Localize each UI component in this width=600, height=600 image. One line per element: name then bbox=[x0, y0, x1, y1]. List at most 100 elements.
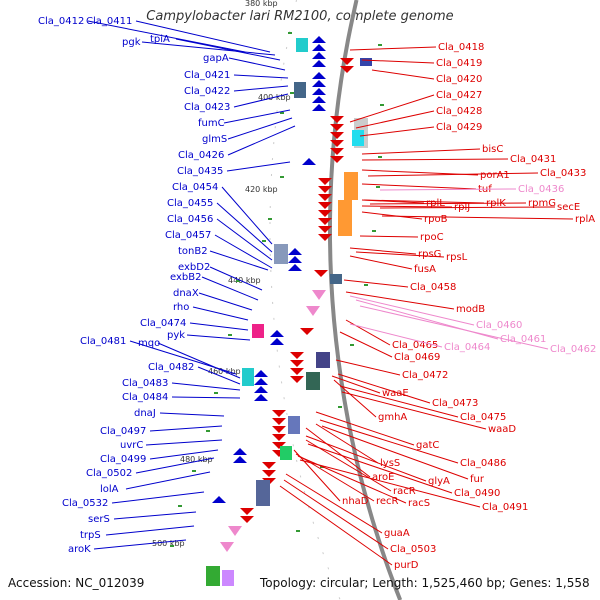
gene-label-cla-0483[interactable]: Cla_0483 bbox=[122, 378, 168, 389]
gene-feature-block bbox=[294, 82, 306, 98]
gene-label-exbd2[interactable]: exbD2 bbox=[178, 262, 210, 273]
gene-leader-line bbox=[223, 109, 291, 124]
gene-label-cla-0455[interactable]: Cla_0455 bbox=[167, 198, 213, 209]
gene-label-rpob[interactable]: rpoB bbox=[424, 214, 448, 225]
gene-label-cla-0474[interactable]: Cla_0474 bbox=[140, 318, 186, 329]
gene-label-cla-0456[interactable]: Cla_0456 bbox=[167, 214, 213, 225]
gene-label-cla-0497[interactable]: Cla_0497 bbox=[100, 426, 146, 437]
gene-label-cla-0427[interactable]: Cla_0427 bbox=[436, 90, 482, 101]
gene-label-cla-0431[interactable]: Cla_0431 bbox=[510, 154, 556, 165]
gene-leader-line bbox=[359, 126, 435, 137]
gene-label-cla-0428[interactable]: Cla_0428 bbox=[436, 106, 482, 117]
gene-leader-line bbox=[197, 366, 241, 385]
gene-label-fumc[interactable]: fumC bbox=[198, 118, 225, 129]
gene-label-rpla[interactable]: rplA bbox=[575, 214, 595, 225]
gene-label-pora1[interactable]: porA1 bbox=[480, 170, 510, 181]
gene-label-cla-0411[interactable]: Cla_0411 bbox=[86, 16, 132, 27]
gene-label-dnaj[interactable]: dnaJ bbox=[134, 408, 156, 419]
gene-label-cla-0460[interactable]: Cla_0460 bbox=[476, 320, 522, 331]
gene-label-waad[interactable]: waaD bbox=[488, 424, 516, 435]
gene-label-pgk[interactable]: pgk bbox=[122, 37, 141, 48]
gene-label-cla-0464[interactable]: Cla_0464 bbox=[444, 342, 490, 353]
forward-strand-gene-arrow bbox=[272, 410, 286, 417]
gene-label-gmha[interactable]: gmhA bbox=[378, 412, 407, 423]
gene-label-cla-0420[interactable]: Cla_0420 bbox=[436, 74, 482, 85]
gene-label-gapa[interactable]: gapA bbox=[203, 53, 229, 64]
gene-label-lyss[interactable]: lysS bbox=[380, 458, 400, 469]
gene-label-cla-0436[interactable]: Cla_0436 bbox=[518, 184, 564, 195]
gene-label-cla-0490[interactable]: Cla_0490 bbox=[454, 488, 500, 499]
gene-label-waae[interactable]: waaE bbox=[382, 388, 409, 399]
gene-label-sers[interactable]: serS bbox=[88, 514, 110, 525]
gene-label-pyk[interactable]: pyk bbox=[167, 330, 185, 341]
gene-label-cla-0469[interactable]: Cla_0469 bbox=[394, 352, 440, 363]
gene-label-cla-0418[interactable]: Cla_0418 bbox=[438, 42, 484, 53]
gene-label-cla-0421[interactable]: Cla_0421 bbox=[184, 70, 230, 81]
gene-label-aroe[interactable]: aroE bbox=[372, 472, 394, 483]
gene-label-cla-0499[interactable]: Cla_0499 bbox=[100, 454, 146, 465]
gene-label-tonb2[interactable]: tonB2 bbox=[178, 246, 208, 257]
reverse-strand-gene-arrow bbox=[312, 104, 326, 111]
gene-label-cla-0422[interactable]: Cla_0422 bbox=[184, 86, 230, 97]
forward-strand-gene-arrow bbox=[290, 368, 304, 375]
gene-label-cla-0473[interactable]: Cla_0473 bbox=[432, 398, 478, 409]
gene-label-nhad[interactable]: nhaD bbox=[342, 496, 369, 507]
gene-label-rplk[interactable]: rplK bbox=[486, 198, 506, 209]
gene-label-rho[interactable]: rho bbox=[173, 302, 189, 313]
gene-label-dnax[interactable]: dnaX bbox=[173, 288, 199, 299]
gene-label-cla-0484[interactable]: Cla_0484 bbox=[122, 392, 168, 403]
gene-label-recr[interactable]: recR bbox=[376, 496, 399, 507]
gene-label-gatc[interactable]: gatC bbox=[416, 440, 439, 451]
gene-label-rpmg[interactable]: rpmG bbox=[528, 198, 556, 209]
gene-label-cla-0454[interactable]: Cla_0454 bbox=[172, 182, 218, 193]
gene-label-cla-0458[interactable]: Cla_0458 bbox=[410, 282, 456, 293]
gene-label-cla-0503[interactable]: Cla_0503 bbox=[390, 544, 436, 555]
gene-label-lola[interactable]: lolA bbox=[100, 484, 119, 495]
gene-label-modb[interactable]: modB bbox=[456, 304, 485, 315]
gene-label-glya[interactable]: glyA bbox=[428, 476, 450, 487]
gc-tick-mark bbox=[280, 112, 284, 114]
gene-label-cla-0482[interactable]: Cla_0482 bbox=[148, 362, 194, 373]
gene-label-fur[interactable]: fur bbox=[470, 474, 485, 485]
gene-label-tpia[interactable]: tpiA bbox=[150, 34, 170, 45]
gene-label-cla-0502[interactable]: Cla_0502 bbox=[86, 468, 132, 479]
gene-label-sece[interactable]: secE bbox=[557, 202, 580, 213]
gene-label-exbb2[interactable]: exbB2 bbox=[170, 272, 201, 283]
gene-label-cla-0412[interactable]: Cla_0412 bbox=[38, 16, 84, 27]
gene-label-cla-0462[interactable]: Cla_0462 bbox=[550, 344, 596, 355]
gene-label-mqo[interactable]: mqo bbox=[138, 338, 160, 349]
gene-label-rpsg[interactable]: rpsG bbox=[418, 249, 441, 260]
gene-label-rplj[interactable]: rplJ bbox=[454, 202, 470, 213]
gene-label-cla-0472[interactable]: Cla_0472 bbox=[402, 370, 448, 381]
gene-label-guaa[interactable]: guaA bbox=[384, 528, 410, 539]
gene-label-uvrc[interactable]: uvrC bbox=[120, 440, 143, 451]
gene-label-cla-0481[interactable]: Cla_0481 bbox=[80, 336, 126, 347]
gene-label-racs[interactable]: racS bbox=[408, 498, 430, 509]
gene-label-cla-0461[interactable]: Cla_0461 bbox=[500, 334, 546, 345]
gene-leader-line bbox=[341, 391, 487, 430]
gene-label-cla-0491[interactable]: Cla_0491 bbox=[482, 502, 528, 513]
gene-label-fusa[interactable]: fusA bbox=[414, 264, 436, 275]
gene-label-trps[interactable]: trpS bbox=[80, 530, 101, 541]
gene-label-rpsl[interactable]: rpsL bbox=[446, 252, 468, 263]
gene-label-cla-0429[interactable]: Cla_0429 bbox=[436, 122, 482, 133]
gene-label-cla-0475[interactable]: Cla_0475 bbox=[460, 412, 506, 423]
reverse-strand-gene-arrow bbox=[312, 88, 326, 95]
gene-label-cla-0426[interactable]: Cla_0426 bbox=[178, 150, 224, 161]
gene-label-cla-0435[interactable]: Cla_0435 bbox=[177, 166, 223, 177]
gene-label-cla-0465[interactable]: Cla_0465 bbox=[392, 340, 438, 351]
gene-label-cla-0419[interactable]: Cla_0419 bbox=[436, 58, 482, 69]
gene-label-cla-0486[interactable]: Cla_0486 bbox=[460, 458, 506, 469]
gene-leader-line bbox=[93, 539, 187, 550]
gene-label-rpoc[interactable]: rpoC bbox=[420, 232, 444, 243]
gene-label-arok[interactable]: aroK bbox=[68, 544, 91, 555]
gene-label-cla-0433[interactable]: Cla_0433 bbox=[540, 168, 586, 179]
gene-label-bisc[interactable]: bisC bbox=[482, 144, 503, 155]
gene-label-cla-0532[interactable]: Cla_0532 bbox=[62, 498, 108, 509]
gene-label-glms[interactable]: glmS bbox=[202, 134, 227, 145]
gc-tick-mark bbox=[378, 156, 382, 158]
gene-label-cla-0457[interactable]: Cla_0457 bbox=[165, 230, 211, 241]
gene-label-cla-0423[interactable]: Cla_0423 bbox=[184, 102, 230, 113]
gene-label-purd[interactable]: purD bbox=[394, 560, 419, 571]
gene-label-racr[interactable]: racR bbox=[393, 486, 416, 497]
